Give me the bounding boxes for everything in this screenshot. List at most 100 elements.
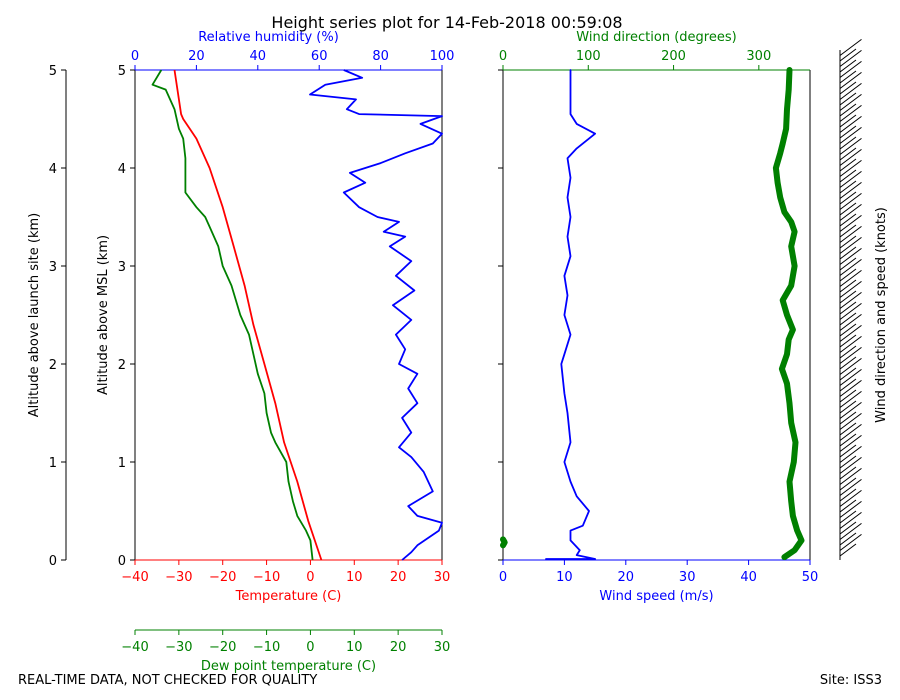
- wind-barb: [839, 104, 862, 122]
- dewpoint-tick-label: 20: [390, 640, 407, 655]
- msl-altitude-axis-label: Altitude above MSL (km): [96, 235, 111, 395]
- humidity-axis-label: Relative humidity (%): [198, 30, 339, 45]
- dewpoint-tick-label: −20: [209, 640, 236, 655]
- wind-barb: [839, 422, 857, 436]
- wind-barb: [839, 500, 862, 518]
- wind-direction-tick-label: 300: [746, 49, 771, 64]
- msl-altitude-tick-label: 4: [118, 162, 126, 177]
- msl-altitude-tick-label: 0: [118, 554, 126, 569]
- wind-barb-axis-label: Wind direction and speed (knots): [874, 207, 889, 423]
- wind-barb: [839, 280, 862, 298]
- msl-altitude-tick-label: 1: [118, 456, 126, 471]
- wind-barb: [839, 192, 862, 210]
- temperature-tick-label: −30: [165, 570, 192, 585]
- wind-barb: [839, 103, 857, 117]
- site-label: Site: ISS3: [819, 673, 882, 688]
- wind-barb: [839, 49, 862, 67]
- humidity-tick-label: 60: [311, 49, 328, 64]
- wind-barb: [839, 136, 857, 150]
- wind-speed-tick-label: 30: [679, 570, 696, 585]
- wind-barb: [839, 412, 862, 430]
- launch-altitude-axis-label: Altitude above launch site (km): [27, 213, 42, 417]
- launch-altitude-tick-label: 3: [49, 260, 57, 275]
- wind-barb: [839, 313, 862, 331]
- quality-notice: REAL-TIME DATA, NOT CHECKED FOR QUALITY: [18, 673, 318, 688]
- temperature-axis-label: Temperature (C): [235, 589, 342, 604]
- wind-direction-axis-label: Wind direction (degrees): [576, 30, 736, 45]
- temperature-tick-label: 0: [306, 570, 314, 585]
- wind-barb: [839, 115, 862, 133]
- wind-direction-near-surface-line: [500, 536, 508, 549]
- wind-barb: [839, 522, 862, 540]
- wind-barb: [839, 379, 862, 397]
- wind-speed-tick-label: 50: [802, 570, 819, 585]
- wind-barb: [839, 378, 857, 392]
- wind-barb: [839, 214, 862, 232]
- wind-barb: [839, 137, 862, 155]
- wind-barb: [839, 489, 862, 507]
- dewpoint-tick-label: −10: [253, 640, 280, 655]
- wind-barb: [839, 511, 862, 529]
- wind-barb: [839, 158, 857, 172]
- wind-barb: [839, 81, 857, 95]
- wind-direction-tick-label: 100: [576, 49, 601, 64]
- wind-barb: [839, 279, 857, 293]
- wind-barb: [839, 488, 857, 502]
- wind-barb: [839, 224, 857, 238]
- launch-altitude-tick-label: 0: [49, 554, 57, 569]
- temperature-tick-label: 20: [390, 570, 407, 585]
- wind-barb: [839, 521, 857, 535]
- temperature-tick-label: −20: [209, 570, 236, 585]
- temperature-tick-label: 10: [346, 570, 363, 585]
- wind-barb: [839, 423, 862, 441]
- wind-speed-line: [545, 69, 596, 560]
- wind-barb: [839, 203, 862, 221]
- wind-barb: [839, 411, 857, 425]
- wind-barb: [839, 180, 857, 194]
- wind-barb: [839, 466, 857, 480]
- humidity-tick-label: 20: [188, 49, 205, 64]
- humidity-tick-label: 0: [131, 49, 139, 64]
- wind-barb: [839, 159, 862, 177]
- msl-altitude-tick-label: 3: [118, 260, 126, 275]
- wind-barb: [839, 401, 862, 419]
- launch-altitude-tick-label: 1: [49, 456, 57, 471]
- wind-barb: [839, 456, 862, 474]
- wind-barb: [839, 148, 862, 166]
- temperature-line: [173, 69, 323, 561]
- wind-barb: [839, 257, 857, 271]
- relative-humidity-line: [309, 69, 443, 561]
- wind-barb: [839, 48, 857, 62]
- wind-barb: [839, 302, 862, 320]
- wind-barb: [839, 268, 857, 282]
- wind-barb: [839, 532, 857, 546]
- wind-barb: [839, 59, 857, 73]
- dewpoint-tick-label: 0: [306, 640, 314, 655]
- wind-barb: [839, 334, 857, 348]
- wind-barb: [839, 346, 862, 364]
- wind-barb: [839, 125, 857, 139]
- wind-barb: [839, 147, 857, 161]
- wind-barb: [839, 60, 862, 78]
- dewpoint-tick-label: 30: [434, 640, 451, 655]
- wind-barb: [839, 455, 857, 469]
- wind-barb: [839, 38, 862, 56]
- wind-barb: [839, 368, 862, 386]
- wind-barb: [839, 291, 862, 309]
- wind-barb: [839, 71, 862, 89]
- wind-direction-tick-label: 200: [661, 49, 686, 64]
- wind-barb: [839, 126, 862, 144]
- wind-barb: [839, 92, 857, 106]
- humidity-tick-label: 100: [430, 49, 455, 64]
- wind-barb: [839, 170, 862, 188]
- wind-barbs: [839, 38, 862, 560]
- wind-direction-tick-label: 0: [499, 49, 507, 64]
- wind-barb: [839, 236, 862, 254]
- wind-barb: [839, 324, 862, 342]
- wind-barb: [839, 312, 857, 326]
- wind-barb: [839, 225, 862, 243]
- wind-barb: [839, 357, 862, 375]
- wind-barb: [839, 389, 857, 403]
- wind-speed-tick-label: 20: [618, 570, 635, 585]
